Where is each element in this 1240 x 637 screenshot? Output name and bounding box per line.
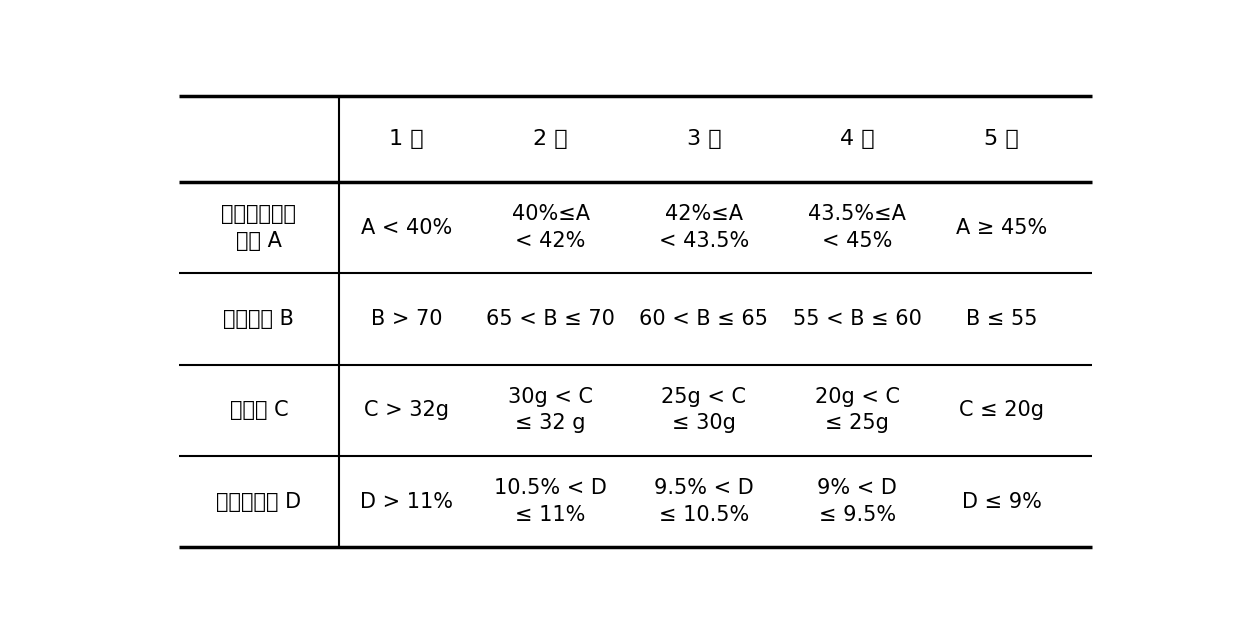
Text: 5 分: 5 分 (985, 129, 1019, 149)
Text: 25g < C
≤ 30g: 25g < C ≤ 30g (661, 387, 746, 434)
Text: 60 < B ≤ 65: 60 < B ≤ 65 (640, 309, 769, 329)
Text: 10.5% < D
≤ 11%: 10.5% < D ≤ 11% (495, 478, 608, 525)
Text: D > 11%: D > 11% (360, 492, 453, 512)
Text: B > 70: B > 70 (371, 309, 443, 329)
Text: 泡粮吸水性能
指数 A: 泡粮吸水性能 指数 A (222, 204, 296, 251)
Text: 9% < D
≤ 9.5%: 9% < D ≤ 9.5% (817, 478, 898, 525)
Text: 20g < C
≤ 25g: 20g < C ≤ 25g (815, 387, 900, 434)
Text: 43.5%≤A
< 45%: 43.5%≤A < 45% (808, 204, 906, 251)
Text: 3 分: 3 分 (687, 129, 722, 149)
Text: 粗蛋白含量 D: 粗蛋白含量 D (216, 492, 301, 512)
Text: A < 40%: A < 40% (361, 218, 451, 238)
Text: C ≤ 20g: C ≤ 20g (959, 400, 1044, 420)
Text: 1 分: 1 分 (389, 129, 424, 149)
Text: C > 32g: C > 32g (363, 400, 449, 420)
Text: 40%≤A
< 42%: 40%≤A < 42% (512, 204, 589, 251)
Text: 千粒重 C: 千粒重 C (229, 400, 288, 420)
Text: 9.5% < D
≤ 10.5%: 9.5% < D ≤ 10.5% (653, 478, 754, 525)
Text: 2 分: 2 分 (533, 129, 568, 149)
Text: A ≥ 45%: A ≥ 45% (956, 218, 1048, 238)
Text: B ≤ 55: B ≤ 55 (966, 309, 1038, 329)
Text: 4 分: 4 分 (839, 129, 874, 149)
Text: D ≤ 9%: D ≤ 9% (962, 492, 1042, 512)
Text: 65 < B ≤ 70: 65 < B ≤ 70 (486, 309, 615, 329)
Text: 30g < C
≤ 32 g: 30g < C ≤ 32 g (508, 387, 593, 434)
Text: 55 < B ≤ 60: 55 < B ≤ 60 (792, 309, 921, 329)
Text: 硬度指数 B: 硬度指数 B (223, 309, 294, 329)
Text: 42%≤A
< 43.5%: 42%≤A < 43.5% (658, 204, 749, 251)
